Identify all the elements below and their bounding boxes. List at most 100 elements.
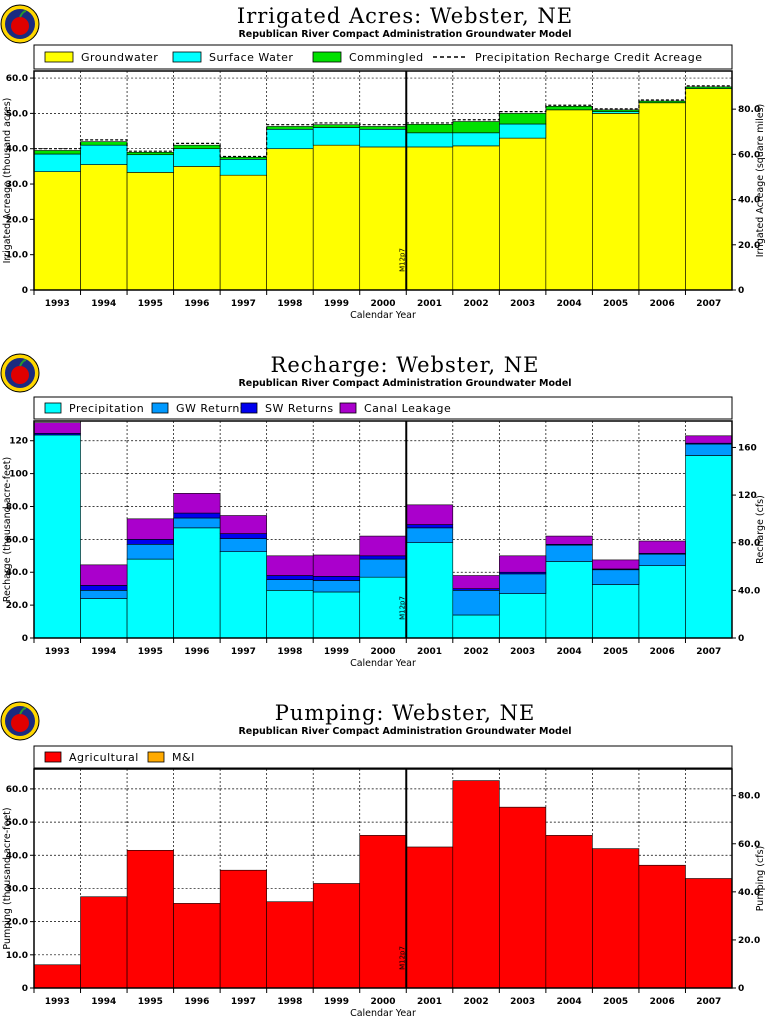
model-marker-label: M12p7 [398,946,406,970]
bar-commingled [173,144,221,150]
legend-label: Canal Leakage [364,402,451,415]
legend-label: GW Returns [176,402,246,415]
logo-leaf [19,10,27,18]
x-tick-label: 1993 [45,647,70,657]
y-axis-label: Recharge (thousand acre-feet) [2,457,13,602]
y-tick-label: 30.0 [6,884,28,894]
bar-surface-water [359,128,407,148]
grid [80,421,686,573]
logo-leaf [19,359,27,367]
bar-sw-returns [80,585,128,591]
y2-tick-label: 160 [738,443,757,453]
x-tick-label: 1998 [277,647,302,657]
x-tick-label: 1996 [184,997,209,1007]
bar-canal-leakage [359,535,407,557]
bar-canal-leakage [499,555,547,573]
bar-groundwater [452,145,500,291]
bar-commingled [452,121,500,134]
x-tick-label: 2006 [650,299,675,309]
plot-frame [33,420,733,639]
x-tick-label: 2007 [696,997,721,1007]
x-tick-label: 1996 [184,647,209,657]
x-tick-label: 2005 [603,299,628,309]
x-tick-label: 1993 [45,997,70,1007]
model-marker-label: M12p7 [398,596,406,620]
logo-apple [11,714,29,732]
legend-swatch [44,751,62,763]
x-tick-label: 1994 [91,299,116,309]
x-tick-label: 1997 [231,997,256,1007]
bar-canal-leakage [592,559,640,570]
bar-gw-returns [592,569,640,585]
bar-precipitation [405,542,454,639]
y-tick-label: 0 [22,286,28,296]
bar-groundwater [33,171,81,291]
bar-agricultural [126,849,174,989]
bar-canal-leakage [126,518,174,540]
apple-logo-icon [0,4,40,44]
bar-surface-water [405,132,454,148]
bar-surface-water [499,123,547,139]
bar-commingled [685,86,733,89]
y-tick-label: 20.0 [6,918,28,928]
x-tick-label: 2001 [417,299,442,309]
legend-label: M&I [172,751,195,764]
reference-line-precipitation-credit [34,85,732,158]
bar-precipitation [266,590,314,639]
bar-gw-returns [405,527,454,543]
legend-swatch [339,402,357,414]
bar-canal-leakage [266,555,314,576]
y2-tick-label: 20.0 [738,241,760,251]
x-tick-label: 1998 [277,299,302,309]
bar-gw-returns [452,590,500,616]
bar-sw-returns [359,555,407,560]
x-tick-label: 1999 [324,299,349,309]
bar-agricultural [592,848,640,989]
y-tick-label: 40.0 [6,851,28,861]
bar-agricultural [312,883,361,989]
bar-gw-returns [173,517,221,529]
bar-precipitation [33,434,81,639]
legend-swatch [44,51,74,63]
bar-sw-returns [266,575,314,580]
bar-precipitation [173,527,221,639]
legend-swatch [151,402,169,414]
bar-groundwater [499,137,547,291]
y2-tick-label: 20.0 [738,936,760,946]
y2-tick-label: 40.0 [738,888,760,898]
x-axis-label: Calendar Year [350,1008,416,1019]
x-tick-label: 2007 [696,299,721,309]
y2-tick-label: 60.0 [738,840,760,850]
bar-canal-leakage [219,515,267,534]
x-tick-label: 2002 [464,647,489,657]
y-tick-label: 20.0 [6,215,28,225]
bar-surface-water [266,128,314,150]
x-tick-label: 1997 [231,299,256,309]
x-tick-label: 2003 [510,997,535,1007]
bar-agricultural [452,780,500,989]
bar-commingled [312,124,361,128]
bar-groundwater [405,146,454,291]
x-tick-label: 2001 [417,647,442,657]
bar-precipitation [545,561,593,639]
y2-axis-label: Irrigated Acreage (square miles) [755,104,766,258]
y-tick-label: 40.0 [6,145,28,155]
bar-agricultural [266,901,314,989]
bar-groundwater [219,174,267,291]
legend-label: Precipitation [69,402,144,415]
legend: Precipitation GW Returns SW Returns Canal L… [33,396,733,420]
x-tick-label: 1996 [184,299,209,309]
bar-canal-leakage [545,535,593,545]
y-tick-label: 50.0 [6,109,28,119]
bar-canal-leakage [80,564,128,586]
x-tick-label: 1998 [277,997,302,1007]
bars [33,422,733,639]
y-tick-label: 120 [9,437,28,447]
bar-precipitation [638,565,686,639]
bar-commingled [545,106,593,111]
bar-commingled [219,156,267,160]
bar-commingled [33,150,81,155]
bar-gw-returns [499,573,547,594]
bar-precipitation [126,558,174,639]
bar-sw-returns [126,539,174,545]
